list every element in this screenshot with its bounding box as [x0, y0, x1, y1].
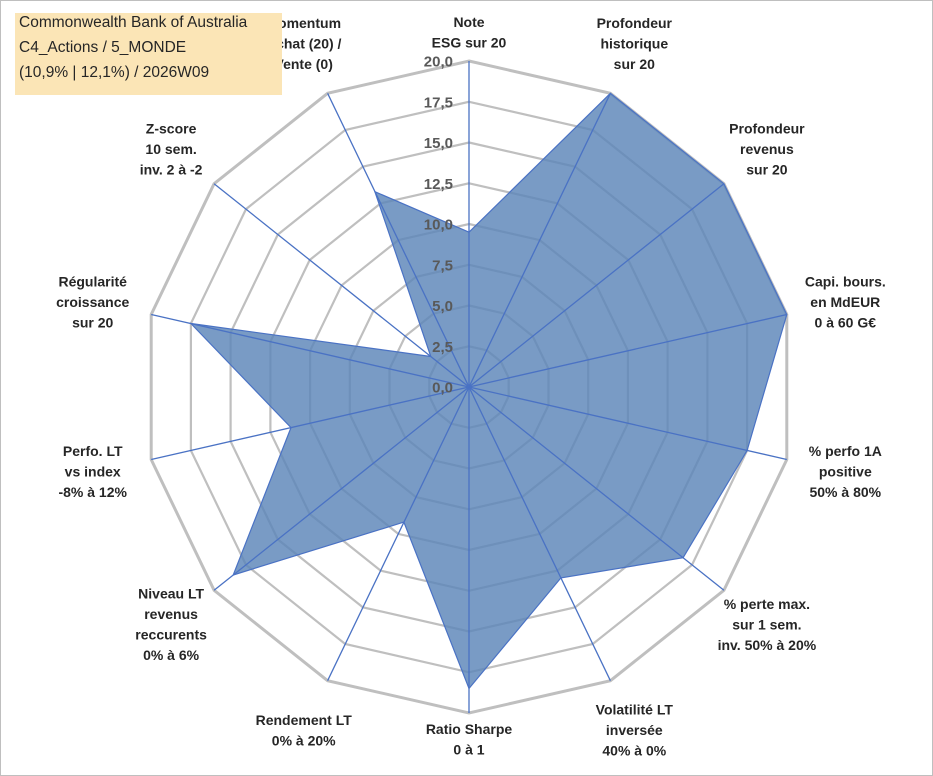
axis-label-13: Z-score 10 sem. inv. 2 à -2 — [140, 121, 203, 178]
spoke-5 — [468, 386, 787, 461]
axis-label-7: Volatilité LT inversée 40% à 0% — [596, 702, 674, 759]
spoke-10 — [213, 386, 470, 591]
spoke-4 — [468, 313, 787, 388]
axis-label-1: Note ESG sur 20 — [432, 14, 507, 51]
axis-label-3: Profondeur revenus sur 20 — [729, 121, 805, 178]
axis-label-9: Rendement LT 0% à 20% — [256, 712, 353, 749]
tick-label: 10,0 — [424, 217, 453, 234]
title-category: C4_Actions / 5_MONDE — [19, 39, 187, 56]
title-performance-week: (10,9% | 12,1%) / 2026W09 — [19, 64, 210, 81]
spoke-9 — [327, 386, 470, 681]
axis-label-12: Régularité croissance sur 20 — [56, 274, 129, 331]
axis-label-11: Perfo. LT vs index -8% à 12% — [58, 443, 127, 500]
spoke-14 — [327, 93, 470, 388]
chart-title-box: Commonwealth Bank of Australia C4_Action… — [15, 13, 282, 95]
tick-label: 0,0 — [432, 380, 453, 397]
axis-label-8: Ratio Sharpe 0 à 1 — [426, 721, 513, 758]
spoke-6 — [468, 386, 725, 591]
axis-label-6: % perte max. sur 1 sem. inv. 50% à 20% — [718, 596, 817, 653]
axis-label-10: Niveau LT revenus reccurents 0% à 6% — [135, 586, 207, 664]
tick-label: 2,5 — [432, 339, 453, 356]
tick-label: 5,0 — [432, 298, 453, 315]
spoke-2 — [468, 93, 611, 388]
axis-label-4: Capi. bours. en MdEUR 0 à 60 G€ — [805, 274, 886, 331]
radial-tick-labels: 0,0 2,5 5,0 7,5 10,0 12,5 15,0 17,5 20,0 — [424, 54, 453, 397]
axis-label-2: Profondeur historique sur 20 — [597, 15, 673, 72]
tick-label: 20,0 — [424, 54, 453, 71]
spoke-3 — [468, 183, 725, 388]
tick-label: 12,5 — [424, 176, 453, 193]
axis-label-14: Momentum Achat (20) / Vente (0) — [266, 15, 342, 72]
tick-label: 17,5 — [424, 94, 453, 111]
title-company-name: Commonwealth Bank of Australia — [19, 14, 248, 31]
radar-spokes — [151, 61, 787, 713]
spoke-7 — [468, 386, 611, 681]
axis-label-5: % perfo 1A positive 50% à 80% — [809, 443, 882, 500]
axis-labels: Note ESG sur 20 Profondeur historique sur 20… — [56, 14, 886, 759]
spoke-12 — [151, 313, 470, 388]
tick-label: 7,5 — [432, 257, 453, 274]
spoke-11 — [151, 386, 470, 461]
tick-label: 15,0 — [424, 135, 453, 152]
spoke-13 — [213, 183, 470, 388]
